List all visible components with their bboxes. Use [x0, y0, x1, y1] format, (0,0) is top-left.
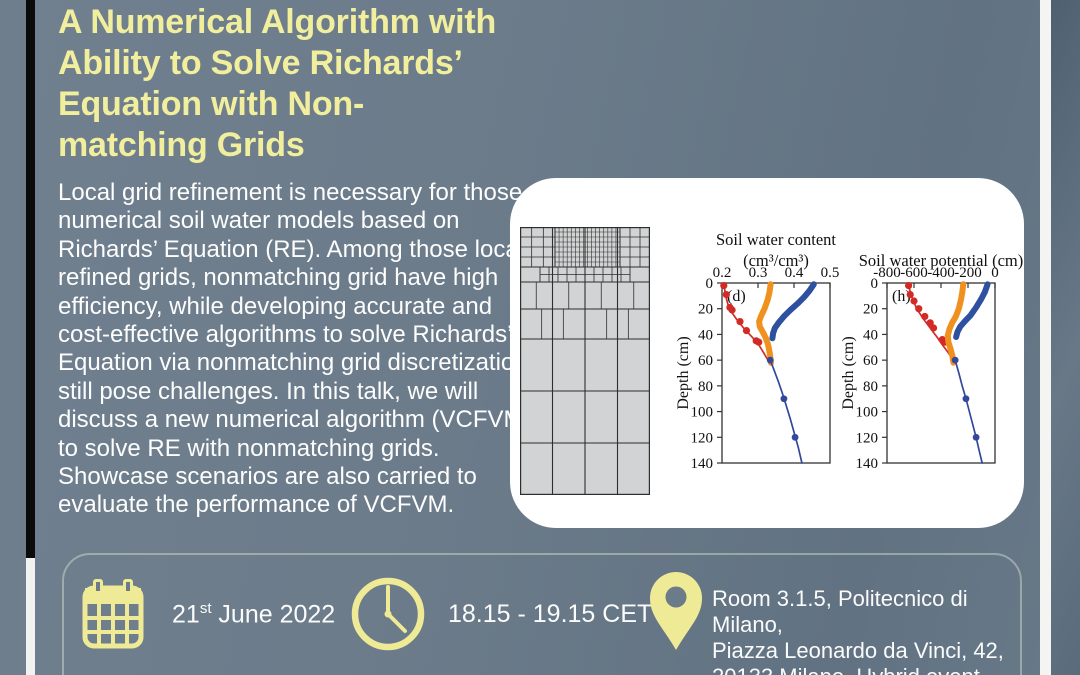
right-edge-strip — [1051, 0, 1080, 675]
nonmatching-grid-figure — [519, 226, 651, 495]
clock-icon — [351, 577, 425, 651]
svg-text:80: 80 — [863, 379, 878, 395]
svg-text:120: 120 — [856, 430, 879, 446]
svg-text:(d): (d) — [727, 288, 746, 305]
svg-text:Soil water content: Soil water content — [716, 230, 836, 249]
svg-text:100: 100 — [856, 405, 879, 421]
left-white-bar — [26, 558, 35, 675]
svg-text:(h): (h) — [892, 288, 911, 305]
svg-text:60: 60 — [698, 353, 713, 369]
event-info-bar — [62, 553, 1022, 675]
svg-text:140: 140 — [691, 456, 714, 472]
left-edge-strip — [0, 0, 26, 675]
chart-soil-water-content: Soil water content (cm³/cm³) 0.2 0.3 0.4 0.5 0… — [655, 228, 860, 483]
svg-text:0.5: 0.5 — [821, 265, 840, 281]
calendar-icon — [82, 579, 144, 649]
svg-text:-800: -800 — [873, 265, 901, 281]
date-text: 21st June 2022 — [172, 600, 336, 629]
time-text: 18.15 - 19.15 CET — [448, 600, 653, 628]
date-ordinal: st — [199, 600, 212, 617]
svg-text:-600: -600 — [900, 265, 928, 281]
location-pin-icon — [650, 572, 702, 650]
svg-text:80: 80 — [698, 379, 713, 395]
svg-text:0: 0 — [871, 276, 879, 292]
svg-text:Depth (cm): Depth (cm) — [675, 336, 692, 409]
svg-text:Depth (cm): Depth (cm) — [840, 336, 857, 409]
chart-soil-water-potential: Soil water potential (cm) -800 -600 -400 -20… — [820, 228, 1025, 483]
svg-text:0.2: 0.2 — [713, 265, 732, 281]
svg-text:60: 60 — [863, 353, 878, 369]
svg-text:0.4: 0.4 — [785, 265, 804, 281]
svg-text:20: 20 — [863, 302, 878, 318]
abstract-text: Local grid refinement is necessary for t… — [58, 179, 532, 519]
svg-text:-200: -200 — [954, 265, 982, 281]
svg-text:40: 40 — [863, 327, 878, 343]
svg-text:-400: -400 — [927, 265, 955, 281]
location-lines: Room 3.1.5, Politecnico di Milano, Piazz… — [712, 586, 1004, 675]
svg-text:140: 140 — [856, 456, 879, 472]
svg-text:40: 40 — [698, 327, 713, 343]
left-black-bar — [26, 0, 35, 558]
svg-text:0: 0 — [991, 265, 999, 281]
poster-title: A Numerical Algorithm with Ability to So… — [58, 3, 497, 164]
svg-text:120: 120 — [691, 430, 714, 446]
address-text: Room 3.1.5, Politecnico di Milano, Piazz… — [712, 560, 1032, 675]
right-white-bar — [1040, 0, 1051, 675]
svg-text:0: 0 — [706, 276, 714, 292]
svg-text:0.3: 0.3 — [749, 265, 768, 281]
svg-text:20: 20 — [698, 302, 713, 318]
svg-text:(cm³/cm³): (cm³/cm³) — [743, 251, 809, 270]
svg-text:100: 100 — [691, 405, 714, 421]
svg-text:Soil water potential (cm): Soil water potential (cm) — [859, 251, 1024, 270]
